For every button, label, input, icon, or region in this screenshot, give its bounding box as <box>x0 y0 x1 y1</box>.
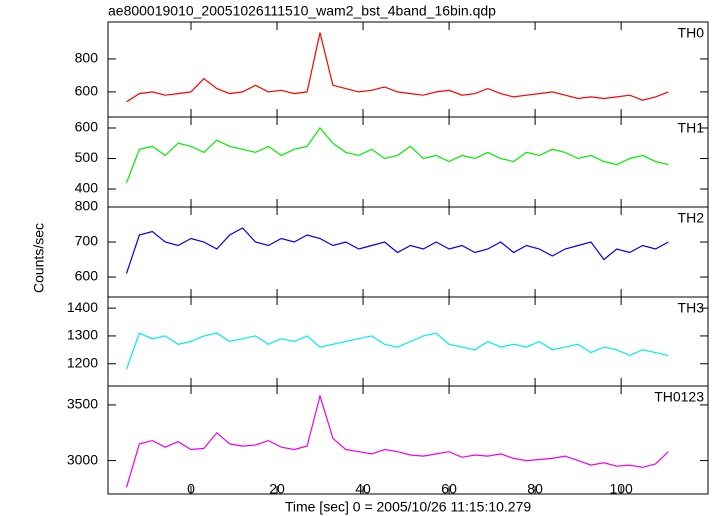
x-tick-label: 20 <box>269 481 285 497</box>
y-tick-label: 3000 <box>67 451 98 467</box>
panel-frame <box>107 206 709 298</box>
y-tick-label: 400 <box>75 180 99 196</box>
panel-label: TH3 <box>678 300 705 316</box>
x-tick-label: 40 <box>355 481 371 497</box>
panel-frame <box>107 21 709 118</box>
light-curve <box>125 332 669 370</box>
y-tick-label: 700 <box>75 233 99 249</box>
panel-label: TH2 <box>678 210 705 226</box>
y-tick-label: 1300 <box>67 327 98 343</box>
y-tick-label: 1200 <box>67 354 98 370</box>
panel-label: TH0123 <box>654 389 704 405</box>
light-curve <box>125 393 669 488</box>
y-tick-label: 1400 <box>67 299 98 315</box>
y-tick-label: 600 <box>75 119 99 135</box>
y-tick-label: 800 <box>75 50 99 66</box>
y-tick-label: 600 <box>75 268 99 284</box>
panel-label: TH0 <box>678 25 705 41</box>
panel-frame <box>107 116 709 208</box>
light-curve <box>125 227 669 274</box>
light-curve <box>126 32 669 103</box>
x-tick-label: 80 <box>527 481 543 497</box>
x-axis-label: Time [sec] 0 = 2005/10/26 11:15:10.279 <box>285 499 532 515</box>
y-tick-label: 800 <box>75 198 99 214</box>
chart-title: ae800019010_20051026111510_wam2_bst_4ban… <box>108 3 496 19</box>
y-axis-label: Counts/sec <box>31 223 47 293</box>
light-curve <box>125 127 669 184</box>
y-tick-label: 500 <box>75 149 99 165</box>
panel-frame <box>107 385 709 495</box>
x-tick-label: 60 <box>441 481 457 497</box>
x-tick-label: 0 <box>187 481 195 497</box>
x-tick-label: 100 <box>609 481 633 497</box>
y-tick-label: 600 <box>75 83 99 99</box>
panel-label: TH1 <box>678 120 705 136</box>
y-tick-label: 3500 <box>67 396 98 412</box>
panel-frame <box>107 296 709 387</box>
